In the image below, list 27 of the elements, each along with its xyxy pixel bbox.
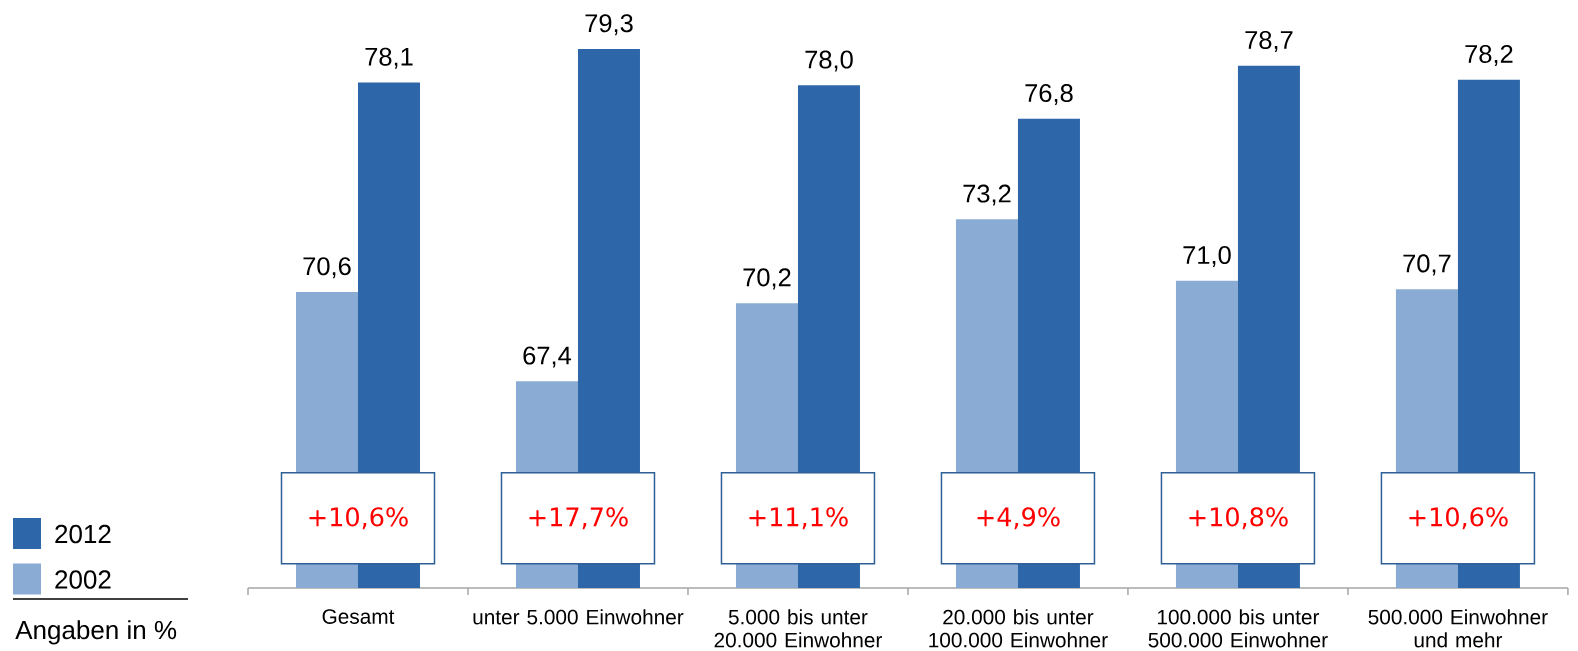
x-tick-label: 500.000 Einwohner und mehr (1368, 609, 1548, 648)
annotation: +11,1% (749, 507, 848, 530)
data-label: 78,0 (805, 50, 853, 72)
legend-label: 2002 (55, 570, 111, 589)
data-label: 70,2 (743, 268, 791, 290)
x-tick-label: 20.000 bis unter 100.000 Einwohner (929, 609, 1108, 648)
annotation: +10,6% (309, 507, 408, 530)
annotation: +4,9% (977, 507, 1060, 530)
text: Angaben in % (15, 620, 177, 645)
x-tick-label: 5.000 bis unter 20.000 Einwohner (714, 609, 882, 648)
data-label: 79,3 (585, 14, 633, 36)
annotation: +17,7% (529, 507, 628, 530)
data-label: 78,2 (1465, 44, 1513, 66)
annotation: +10,8% (1189, 507, 1288, 530)
data-label: 73,2 (963, 184, 1011, 206)
data-label: 67,4 (523, 346, 572, 368)
data-label: 70,6 (303, 257, 351, 279)
data-label: 78,7 (1245, 30, 1293, 53)
x-tick-label: Gesamt (322, 609, 395, 624)
legend-label: 2012 (55, 524, 111, 544)
data-label: 76,8 (1025, 84, 1073, 106)
x-tick-label: unter 5.000 Einwohner (473, 609, 684, 625)
x-tick-label: 100.000 bis unter 500.000 Einwohner (1148, 609, 1328, 648)
data-label: 78,1 (365, 47, 413, 69)
data-label: 70,7 (1403, 254, 1451, 276)
annotation: +10,6% (1409, 507, 1508, 530)
data-label: 71,0 (1183, 245, 1231, 268)
